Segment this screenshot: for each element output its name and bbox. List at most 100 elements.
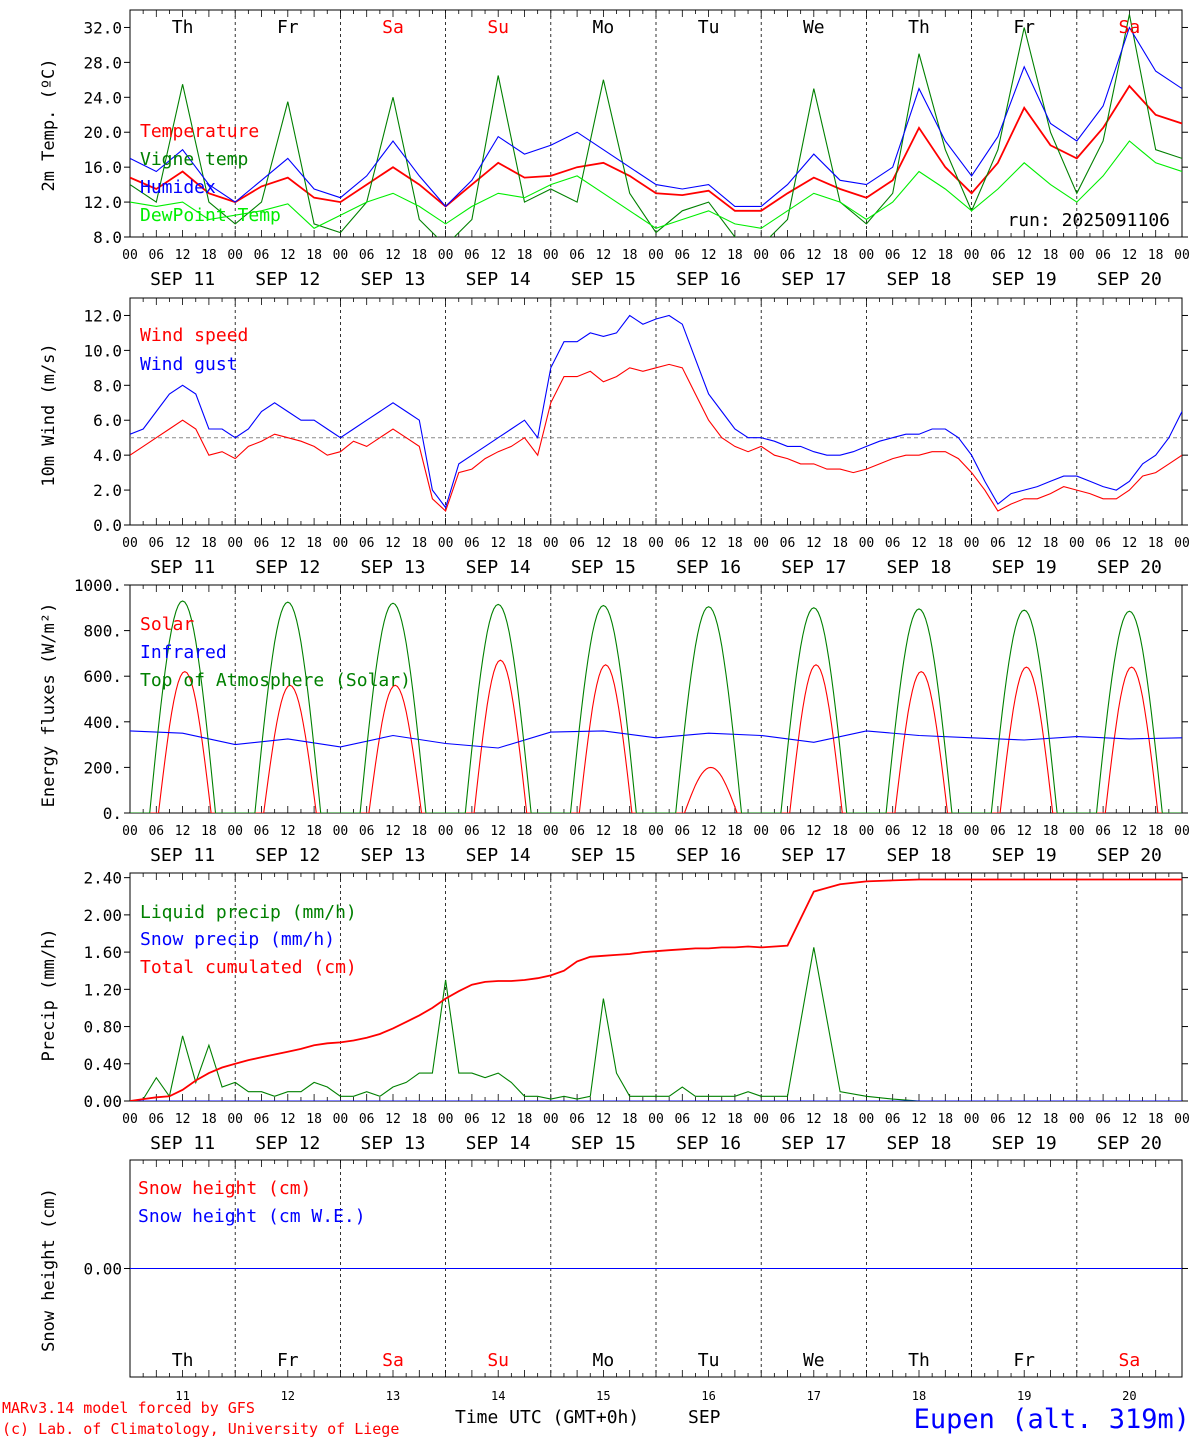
weekday-label: Fr xyxy=(277,1350,299,1371)
y-tick-label: 2.40 xyxy=(83,869,122,888)
hour-tick-label: 12 xyxy=(1016,824,1032,839)
hour-tick-label: 00 xyxy=(227,536,243,551)
hour-tick-label: 12 xyxy=(701,824,717,839)
legend-entry: Snow height (cm) xyxy=(138,1178,311,1199)
day-number-label: 12 xyxy=(281,1389,295,1403)
date-label: SEP 18 xyxy=(886,269,951,290)
y-tick-label: 8.0 xyxy=(93,376,122,395)
hour-tick-label: 12 xyxy=(1122,824,1138,839)
hour-tick-label: 00 xyxy=(227,1112,243,1127)
hour-tick-label: 18 xyxy=(1043,824,1059,839)
y-tick-label: 0.40 xyxy=(83,1055,122,1074)
date-label: SEP 12 xyxy=(255,845,320,866)
panel-energy: 0. 200. 400. 600. 800. 1000. Energy fluxes (W/… xyxy=(39,576,1190,866)
hour-tick-label: 06 xyxy=(885,536,901,551)
hour-tick-label: 00 xyxy=(333,824,349,839)
date-label: SEP 13 xyxy=(360,1133,425,1154)
hour-tick-label: 06 xyxy=(359,824,375,839)
series-line-humidex xyxy=(130,26,1182,208)
model-credit: MARv3.14 model forced by GFS xyxy=(2,1399,255,1417)
legend-entry: Vigne temp xyxy=(140,149,248,170)
date-label: SEP 16 xyxy=(676,557,741,578)
hour-tick-label: 06 xyxy=(254,824,270,839)
hour-tick-label: 06 xyxy=(148,536,164,551)
hour-tick-label: 06 xyxy=(1095,824,1111,839)
hour-tick-label: 06 xyxy=(674,248,690,263)
y-axis-title: 2m Temp. (ºC) xyxy=(39,58,59,191)
hour-tick-label: 06 xyxy=(885,248,901,263)
hour-tick-label: 00 xyxy=(333,536,349,551)
series-line-wind-gust xyxy=(130,314,1182,509)
hour-tick-label: 18 xyxy=(411,1112,427,1127)
y-axis-title: Snow height (cm) xyxy=(39,1188,59,1352)
date-label: SEP 19 xyxy=(992,269,1057,290)
hour-tick-label: 18 xyxy=(727,1112,743,1127)
date-label: SEP 18 xyxy=(886,1133,951,1154)
hour-tick-label: 06 xyxy=(569,824,585,839)
weekday-label: Sa xyxy=(382,1350,404,1371)
hour-tick-label: 18 xyxy=(1043,1112,1059,1127)
day-number-label: 11 xyxy=(175,1389,189,1403)
month-label: SEP xyxy=(688,1407,721,1428)
hour-tick-label: 06 xyxy=(254,1112,270,1127)
hour-tick-label: 06 xyxy=(359,248,375,263)
series-line-wind-speed xyxy=(130,363,1182,512)
hour-tick-label: 12 xyxy=(385,824,401,839)
y-tick-label: 12.0 xyxy=(83,306,122,325)
y-tick-label: 2.0 xyxy=(93,481,122,500)
y-tick-label: 4.0 xyxy=(93,446,122,465)
hour-tick-label: 18 xyxy=(832,1112,848,1127)
hour-tick-label: 06 xyxy=(674,1112,690,1127)
panel-precip: 0.00 0.40 0.80 1.20 1.60 2.00 2.40 Precip (mm/h… xyxy=(39,869,1190,1154)
hour-tick-label: 06 xyxy=(885,1112,901,1127)
hour-tick-label: 12 xyxy=(280,536,296,551)
y-tick-label: 6.0 xyxy=(93,411,122,430)
panel-temperature: 8.0 12.0 16.0 20.0 24.0 28.0 32.0 2m Temp. (ºC)… xyxy=(39,9,1190,290)
hour-tick-label: 06 xyxy=(254,248,270,263)
hour-tick-label: 06 xyxy=(990,536,1006,551)
hour-tick-label: 06 xyxy=(674,536,690,551)
hour-tick-label: 06 xyxy=(464,536,480,551)
legend-entry: Wind speed xyxy=(140,325,248,346)
hour-tick-label: 18 xyxy=(937,824,953,839)
hour-tick-label: 00 xyxy=(122,248,138,263)
hour-tick-label: 12 xyxy=(806,536,822,551)
hour-tick-label: 00 xyxy=(438,536,454,551)
hour-tick-label: 00 xyxy=(227,248,243,263)
hour-tick-label: 00 xyxy=(543,824,559,839)
date-label: SEP 19 xyxy=(992,557,1057,578)
hour-tick-label: 00 xyxy=(648,824,664,839)
weekday-label: Su xyxy=(487,1350,509,1371)
date-label: SEP 14 xyxy=(466,269,531,290)
station-label: Eupen (alt. 319m) xyxy=(914,1404,1190,1435)
hour-tick-label: 06 xyxy=(1095,1112,1111,1127)
hour-tick-label: 12 xyxy=(280,1112,296,1127)
hour-tick-label: 06 xyxy=(569,1112,585,1127)
y-axis-title: Precip (mm/h) xyxy=(39,928,59,1061)
hour-tick-label: 00 xyxy=(1069,824,1085,839)
day-number-label: 16 xyxy=(701,1389,715,1403)
hour-tick-label: 00 xyxy=(1174,536,1190,551)
weekday-label: Fr xyxy=(277,17,299,38)
panel-snow: 0.00 Snow height (cm) Snow height (cm) Snow… xyxy=(39,1159,1188,1403)
hour-tick-label: 00 xyxy=(1174,1112,1190,1127)
hour-tick-label: 06 xyxy=(359,1112,375,1127)
legend-entry: Infrared xyxy=(140,642,227,663)
weekday-label: Mo xyxy=(593,1350,615,1371)
y-tick-label: 400. xyxy=(83,713,122,732)
hour-tick-label: 12 xyxy=(490,1112,506,1127)
hour-tick-label: 06 xyxy=(464,824,480,839)
hour-tick-label: 18 xyxy=(306,1112,322,1127)
y-tick-label: 32.0 xyxy=(83,18,122,37)
hour-tick-label: 12 xyxy=(490,536,506,551)
hour-tick-label: 18 xyxy=(411,248,427,263)
hour-tick-label: 00 xyxy=(438,248,454,263)
run-label: run: 2025091106 xyxy=(1007,210,1170,231)
y-tick-label: 28.0 xyxy=(83,53,122,72)
hour-tick-label: 18 xyxy=(1043,248,1059,263)
hour-tick-label: 12 xyxy=(1122,248,1138,263)
hour-tick-label: 18 xyxy=(201,824,217,839)
hour-tick-label: 18 xyxy=(517,248,533,263)
hour-tick-label: 00 xyxy=(964,536,980,551)
hour-tick-label: 12 xyxy=(1122,1112,1138,1127)
